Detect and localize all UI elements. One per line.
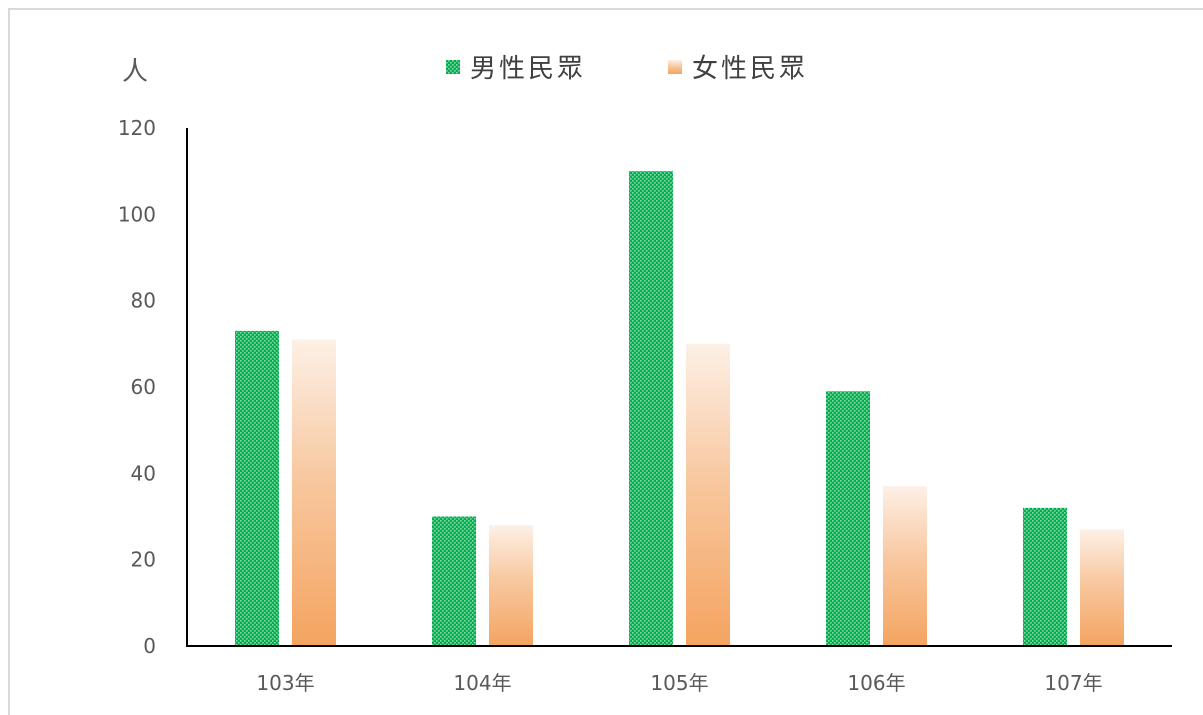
legend-label-female: 女性民眾	[692, 54, 808, 84]
y-tick-label: 40	[131, 461, 156, 485]
bar-male	[826, 391, 870, 646]
legend-swatch-male	[446, 60, 460, 74]
legend: 男性民眾 女性民眾	[446, 54, 808, 84]
bar-female	[489, 525, 533, 646]
y-tick-label: 80	[131, 289, 156, 313]
y-tick-label: 0	[143, 634, 156, 658]
x-category-label: 106年	[847, 671, 905, 695]
bar-male	[629, 171, 673, 646]
x-axis-labels: 103年 104年 105年 106年 107年	[256, 671, 1102, 695]
x-category-label: 103年	[256, 671, 314, 695]
x-category-label: 104年	[453, 671, 511, 695]
legend-label-male: 男性民眾	[470, 54, 586, 84]
bar-male	[1023, 507, 1067, 646]
x-category-label: 105年	[650, 671, 708, 695]
y-tick-label: 100	[118, 202, 156, 226]
bar-female	[883, 486, 927, 646]
bars	[235, 171, 1124, 646]
y-axis-unit-label: 人	[122, 57, 148, 87]
chart-frame	[8, 8, 1203, 715]
legend-swatch-female	[668, 60, 682, 74]
y-tick-label: 60	[131, 375, 156, 399]
y-tick-label: 120	[118, 116, 156, 140]
bar-female	[292, 339, 336, 646]
x-category-label: 107年	[1044, 671, 1102, 695]
bar-female	[686, 343, 730, 646]
bar-male	[235, 330, 279, 646]
y-axis-ticks: 0 20 40 60 80 100 120	[118, 116, 156, 658]
bar-male	[432, 516, 476, 646]
bar-female	[1080, 529, 1124, 646]
y-tick-label: 20	[131, 548, 156, 572]
